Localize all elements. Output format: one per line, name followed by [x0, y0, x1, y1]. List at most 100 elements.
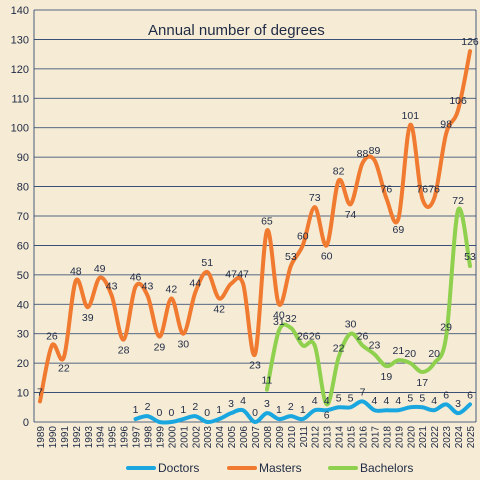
y-tick-label: 130 [11, 34, 29, 46]
data-label: 20 [428, 348, 440, 360]
data-label: 26 [297, 330, 309, 342]
x-tick-label: 2009 [275, 426, 286, 449]
series-line-bachelors [264, 206, 473, 407]
x-tick-label: 1995 [108, 426, 119, 449]
x-axis-ticks: 1989 1990 1991 1992 1993 1994 1995 1996 1997 1998… [36, 426, 477, 449]
data-label: 76 [381, 183, 393, 195]
data-label: 21 [393, 345, 405, 357]
data-label: 11 [261, 375, 272, 387]
legend: Doctors Masters Bachelors [126, 461, 413, 475]
y-tick-label: 100 [11, 123, 29, 135]
x-tick-label: 2012 [311, 426, 322, 449]
y-tick-label: 80 [17, 182, 29, 194]
y-tick-label: 0 [23, 417, 29, 429]
y-tick-label: 90 [17, 152, 29, 164]
data-label: 3 [455, 398, 461, 410]
series-line-masters [37, 49, 473, 404]
data-label: 106 [449, 95, 467, 107]
data-label: 73 [309, 192, 321, 204]
data-label: 42 [213, 303, 225, 315]
data-label: 1 [216, 404, 222, 416]
data-label: 76 [416, 183, 428, 195]
data-label: 74 [345, 209, 357, 221]
x-tick-label: 1997 [132, 426, 143, 449]
data-label: 5 [419, 392, 425, 404]
data-label: 1 [300, 404, 306, 416]
x-tick-label: 1996 [120, 426, 131, 449]
data-label: 53 [464, 251, 476, 263]
data-label: 6 [324, 409, 330, 421]
data-label: 23 [249, 359, 261, 371]
data-label: 0 [252, 407, 258, 419]
x-tick-label: 2008 [263, 426, 274, 449]
series-line-doctors [133, 399, 473, 425]
data-label: 26 [357, 330, 369, 342]
x-tick-label: 2016 [359, 426, 370, 449]
data-label: 28 [118, 345, 130, 357]
data-label: 44 [189, 278, 201, 290]
x-tick-label: 2001 [179, 426, 190, 449]
data-label: 69 [393, 224, 405, 236]
data-label: 76 [428, 183, 440, 195]
data-label: 26 [46, 330, 58, 342]
data-label: 2 [288, 401, 294, 413]
data-label: 72 [452, 195, 464, 207]
x-tick-label: 2013 [323, 426, 334, 449]
data-label: 22 [58, 362, 70, 374]
data-label: 5 [348, 392, 354, 404]
data-label: 43 [106, 280, 118, 292]
data-label: 2 [192, 401, 198, 413]
data-label: 47 [237, 269, 249, 281]
x-tick-label: 2024 [454, 426, 465, 449]
y-tick-label: 60 [17, 240, 29, 252]
data-label: 43 [142, 280, 154, 292]
chart-title: Annual number of degrees [148, 22, 325, 39]
x-tick-label: 2018 [382, 426, 393, 449]
data-label: 82 [333, 166, 345, 178]
data-label: 4 [324, 395, 330, 407]
data-label: 7 [37, 386, 43, 398]
data-label: 29 [154, 342, 166, 354]
data-label: 88 [357, 148, 369, 160]
y-tick-label: 110 [11, 93, 29, 105]
x-tick-label: 2003 [203, 426, 214, 449]
x-tick-label: 2011 [299, 426, 310, 448]
data-label: 31 [273, 316, 285, 328]
data-label: 23 [369, 339, 381, 351]
x-tick-label: 1999 [155, 426, 166, 449]
data-label: 5 [407, 392, 413, 404]
y-tick-label: 50 [17, 270, 29, 282]
y-axis-ticks: 0 10 20 30 40 50 60 70 80 90 100 110 120 130 140 [11, 5, 29, 429]
data-label: 1 [133, 404, 139, 416]
data-label: 4 [372, 395, 378, 407]
y-tick-label: 20 [17, 358, 29, 370]
data-label: 40 [273, 309, 285, 321]
data-label: 17 [416, 377, 428, 389]
data-label: 51 [201, 257, 213, 269]
data-label: 49 [94, 263, 106, 275]
x-tick-label: 2002 [191, 426, 202, 449]
x-tick-label: 1998 [143, 426, 154, 449]
x-tick-label: 1993 [84, 426, 95, 449]
x-tick-label: 1994 [96, 426, 107, 449]
data-label: 29 [440, 322, 452, 334]
data-label: 126 [461, 36, 479, 48]
data-label: 0 [157, 407, 163, 419]
x-tick-label: 2004 [215, 426, 226, 449]
data-label: 19 [381, 371, 393, 383]
data-label: 47 [225, 269, 237, 281]
x-tick-label: 1990 [48, 426, 59, 449]
legend-label-masters: Masters [259, 461, 302, 475]
x-tick-label: 1992 [72, 426, 83, 449]
x-tick-label: 2014 [335, 426, 346, 449]
x-tick-label: 2023 [442, 426, 453, 449]
data-label: 2 [145, 401, 151, 413]
data-label: 46 [130, 272, 142, 284]
y-tick-label: 120 [11, 64, 29, 76]
y-tick-label: 10 [17, 388, 29, 400]
y-tick-label: 30 [17, 329, 29, 341]
data-label: 7 [360, 386, 366, 398]
